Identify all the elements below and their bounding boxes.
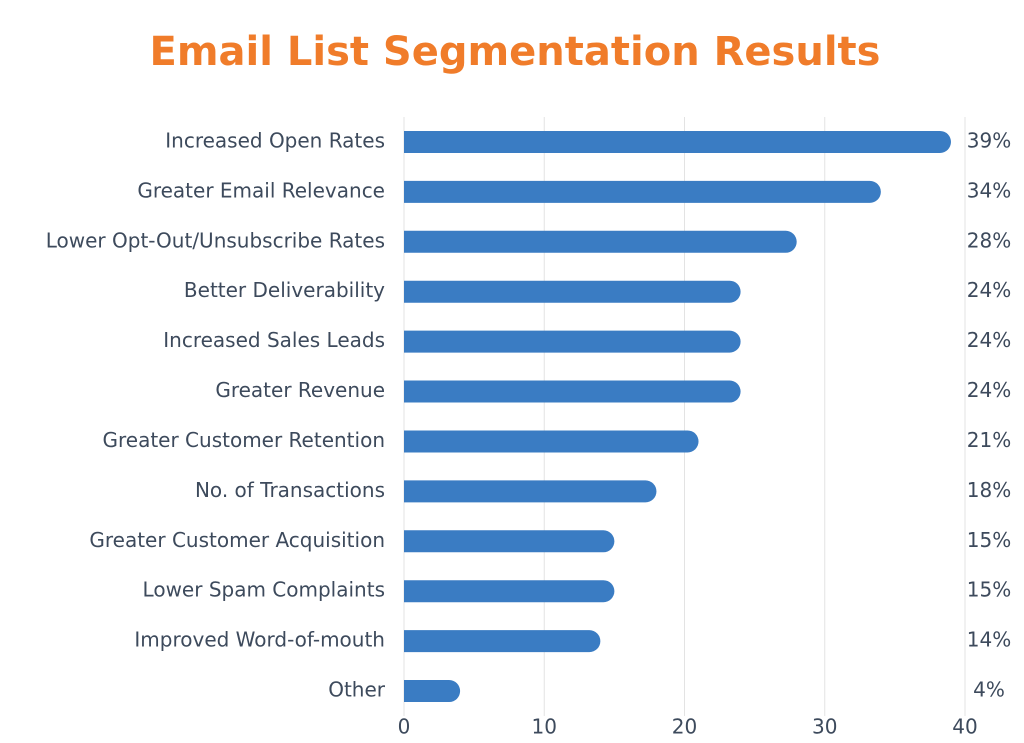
value-label: 21% [967,428,1011,452]
x-tick-label: 10 [532,715,557,739]
bar [404,180,881,203]
x-tick-label: 20 [672,715,697,739]
bar [404,580,615,603]
y-tick-label: No. of Transactions [195,478,385,502]
value-label: 39% [967,128,1011,152]
value-label: 15% [967,578,1011,602]
bar [404,530,615,553]
y-tick-label: Greater Customer Retention [102,428,385,452]
y-tick-label: Increased Open Rates [165,128,385,152]
value-label: 4% [973,678,1005,702]
bar [404,430,699,453]
value-label: 28% [967,228,1011,252]
value-label: 18% [967,478,1011,502]
value-label: 24% [967,378,1011,402]
y-tick-label: Greater Revenue [215,378,385,402]
y-tick-label: Greater Customer Acquisition [89,528,385,552]
y-tick-label: Better Deliverability [184,278,385,302]
y-tick-label: Lower Spam Complaints [143,578,385,602]
x-tick-label: 0 [398,715,411,739]
y-tick-label: Increased Sales Leads [163,328,385,352]
value-label: 15% [967,528,1011,552]
y-tick-label: Greater Email Relevance [137,178,385,202]
bar [404,280,741,303]
value-label: 24% [967,328,1011,352]
value-label: 24% [967,278,1011,302]
bar [404,330,741,353]
y-tick-label: Improved Word-of-mouth [134,628,385,652]
bar [404,130,951,153]
bar [404,630,601,653]
bar [404,380,741,403]
bar [404,480,657,503]
x-tick-label: 30 [812,715,837,739]
y-tick-label: Lower Opt-Out/Unsubscribe Rates [46,228,385,252]
bar [404,230,797,253]
y-tick-label: Other [328,678,386,702]
x-tick-label: 40 [952,715,977,739]
value-label: 34% [967,178,1011,202]
chart-title: Email List Segmentation Results [150,29,881,75]
bar [404,680,461,703]
value-label: 14% [967,628,1011,652]
